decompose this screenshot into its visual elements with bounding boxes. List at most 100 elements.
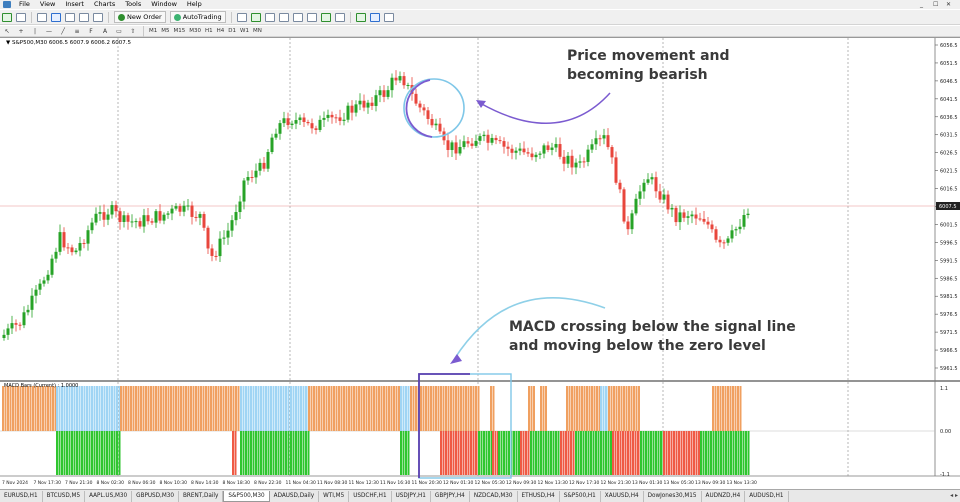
trendline-button[interactable]: ╱ bbox=[57, 26, 69, 37]
price-label: 5966.5 bbox=[940, 348, 958, 354]
chart-window[interactable]: 6056.5 6051.5 6046.5 6041.5 6036.5 6031.5 6026… bbox=[0, 37, 960, 489]
chart-tab[interactable]: EURUSD,H1 bbox=[0, 490, 43, 502]
periods-button[interactable] bbox=[369, 12, 381, 23]
macd-bar-negative bbox=[503, 431, 505, 475]
macd-bar-positive bbox=[410, 386, 412, 431]
timeframe-m30[interactable]: M30 bbox=[189, 28, 201, 34]
navigator-button[interactable] bbox=[64, 12, 76, 23]
chart-tab[interactable]: GBPJPY,H4 bbox=[431, 490, 470, 502]
macd-bar-positive bbox=[137, 386, 140, 431]
channel-button[interactable]: ≡ bbox=[71, 26, 83, 37]
macd-bar-positive bbox=[252, 386, 255, 431]
menu-charts[interactable]: Charts bbox=[93, 0, 116, 8]
horizontal-line-button[interactable]: — bbox=[43, 26, 55, 37]
macd-bar-positive bbox=[292, 386, 295, 431]
candle-body bbox=[538, 153, 542, 155]
new-order-button[interactable]: New Order bbox=[114, 11, 166, 23]
chart-tab[interactable]: S&P500,M30 bbox=[223, 490, 270, 502]
templates-button[interactable] bbox=[383, 12, 395, 23]
auto-trading-button[interactable]: AutoTrading bbox=[169, 11, 226, 23]
candle-body bbox=[574, 162, 578, 168]
candle-body bbox=[690, 214, 694, 217]
macd-bar-negative bbox=[460, 431, 462, 475]
indicators-button[interactable] bbox=[355, 12, 367, 23]
vertical-line-button[interactable]: | bbox=[29, 26, 41, 37]
timeframe-d1[interactable]: D1 bbox=[228, 28, 237, 34]
candle-body bbox=[738, 226, 742, 230]
bar-chart-button[interactable] bbox=[236, 12, 248, 23]
chart-tab[interactable]: USDJPY,H1 bbox=[392, 490, 431, 502]
macd-bar-negative bbox=[602, 431, 605, 475]
macd-bar-positive bbox=[277, 386, 280, 431]
tab-scroll-arrows-icon[interactable]: ◂ ▸ bbox=[950, 492, 958, 499]
strategy-tester-button[interactable] bbox=[92, 12, 104, 23]
macd-bar-positive bbox=[380, 386, 383, 431]
zoom-out-button[interactable] bbox=[292, 12, 304, 23]
new-chart-button[interactable] bbox=[1, 12, 13, 23]
menu-file[interactable]: File bbox=[19, 0, 30, 8]
menu-insert[interactable]: Insert bbox=[65, 0, 84, 8]
arrows-tool-button[interactable]: ⇧ bbox=[127, 26, 139, 37]
timeframe-mn[interactable]: MN bbox=[252, 28, 262, 34]
price-chart-svg[interactable]: 6056.5 6051.5 6046.5 6041.5 6036.5 6031.5 6026… bbox=[0, 38, 960, 490]
chart-tab[interactable]: ADAUSD,Daily bbox=[270, 490, 320, 502]
minimize-button[interactable]: _ bbox=[920, 1, 923, 8]
price-label: 6046.5 bbox=[940, 79, 958, 85]
label-tool-button[interactable]: ▭ bbox=[113, 26, 125, 37]
chart-tab[interactable]: BTCUSD,M5 bbox=[43, 490, 86, 502]
candle-body bbox=[26, 309, 30, 313]
macd-bar-negative bbox=[265, 431, 267, 475]
menu-window[interactable]: Window bbox=[151, 0, 177, 8]
market-watch-button[interactable] bbox=[36, 12, 48, 23]
macd-bar-positive bbox=[68, 386, 71, 431]
close-button[interactable]: ✕ bbox=[946, 1, 952, 8]
maximize-button[interactable]: ☐ bbox=[933, 1, 939, 8]
candle-body bbox=[162, 214, 166, 221]
chart-tab[interactable]: USDCHF,H1 bbox=[349, 490, 392, 502]
chart-tab[interactable]: WTI,M5 bbox=[319, 490, 350, 502]
timeframe-m1[interactable]: M1 bbox=[149, 28, 158, 34]
timeframe-m15[interactable]: M15 bbox=[173, 28, 186, 34]
menu-help[interactable]: Help bbox=[186, 0, 202, 8]
text-tool-button[interactable]: A bbox=[99, 26, 111, 37]
chart-tab[interactable]: AUDNZD,H4 bbox=[702, 490, 746, 502]
menu-tools[interactable]: Tools bbox=[125, 0, 142, 8]
tile-windows-button[interactable] bbox=[306, 12, 318, 23]
chart-tab[interactable]: S&P500,H1 bbox=[560, 490, 601, 502]
chart-tab[interactable]: DowJones30,M15 bbox=[644, 490, 702, 502]
fibonacci-button[interactable]: F bbox=[85, 26, 97, 37]
chart-tab[interactable]: AUDUSD,H1 bbox=[745, 490, 789, 502]
timeframe-h1[interactable]: H1 bbox=[205, 28, 213, 34]
macd-bar-negative bbox=[715, 431, 717, 475]
macd-bar-positive bbox=[165, 386, 167, 431]
timeframe-m5[interactable]: M5 bbox=[161, 28, 170, 34]
profiles-button[interactable] bbox=[15, 12, 27, 23]
macd-bar-negative bbox=[475, 431, 477, 475]
chart-tab[interactable]: BRENT,Daily bbox=[179, 490, 224, 502]
macd-bar-positive bbox=[343, 386, 345, 431]
macd-bar-positive bbox=[37, 386, 39, 431]
chart-shift-button[interactable] bbox=[334, 12, 346, 23]
macd-bar-positive bbox=[49, 386, 52, 431]
cursor-button[interactable]: ↖ bbox=[1, 26, 13, 37]
crosshair-button[interactable]: + bbox=[15, 26, 27, 37]
macd-bar-positive bbox=[192, 386, 195, 431]
zoom-in-button[interactable] bbox=[278, 12, 290, 23]
macd-bar-negative bbox=[527, 431, 530, 475]
candlestick-button[interactable] bbox=[250, 12, 262, 23]
data-window-button[interactable] bbox=[50, 12, 62, 23]
chart-tab[interactable]: NZDCAD,M30 bbox=[470, 490, 518, 502]
chart-tab[interactable]: AAPL.US,M30 bbox=[85, 490, 133, 502]
chart-tab[interactable]: XAUUSD,H4 bbox=[601, 490, 644, 502]
timeframe-h4[interactable]: H4 bbox=[216, 28, 225, 34]
chart-tab[interactable]: GBPUSD,M30 bbox=[132, 490, 179, 502]
chart-tab[interactable]: ETHUSD,H4 bbox=[518, 490, 560, 502]
autoscroll-button[interactable] bbox=[320, 12, 332, 23]
candle-body bbox=[582, 161, 586, 163]
candle-body bbox=[34, 289, 38, 296]
timeframe-w1[interactable]: W1 bbox=[240, 28, 249, 34]
line-chart-button[interactable] bbox=[264, 12, 276, 23]
macd-bar-positive bbox=[615, 386, 618, 431]
terminal-button[interactable] bbox=[78, 12, 90, 23]
menu-view[interactable]: View bbox=[39, 0, 56, 8]
